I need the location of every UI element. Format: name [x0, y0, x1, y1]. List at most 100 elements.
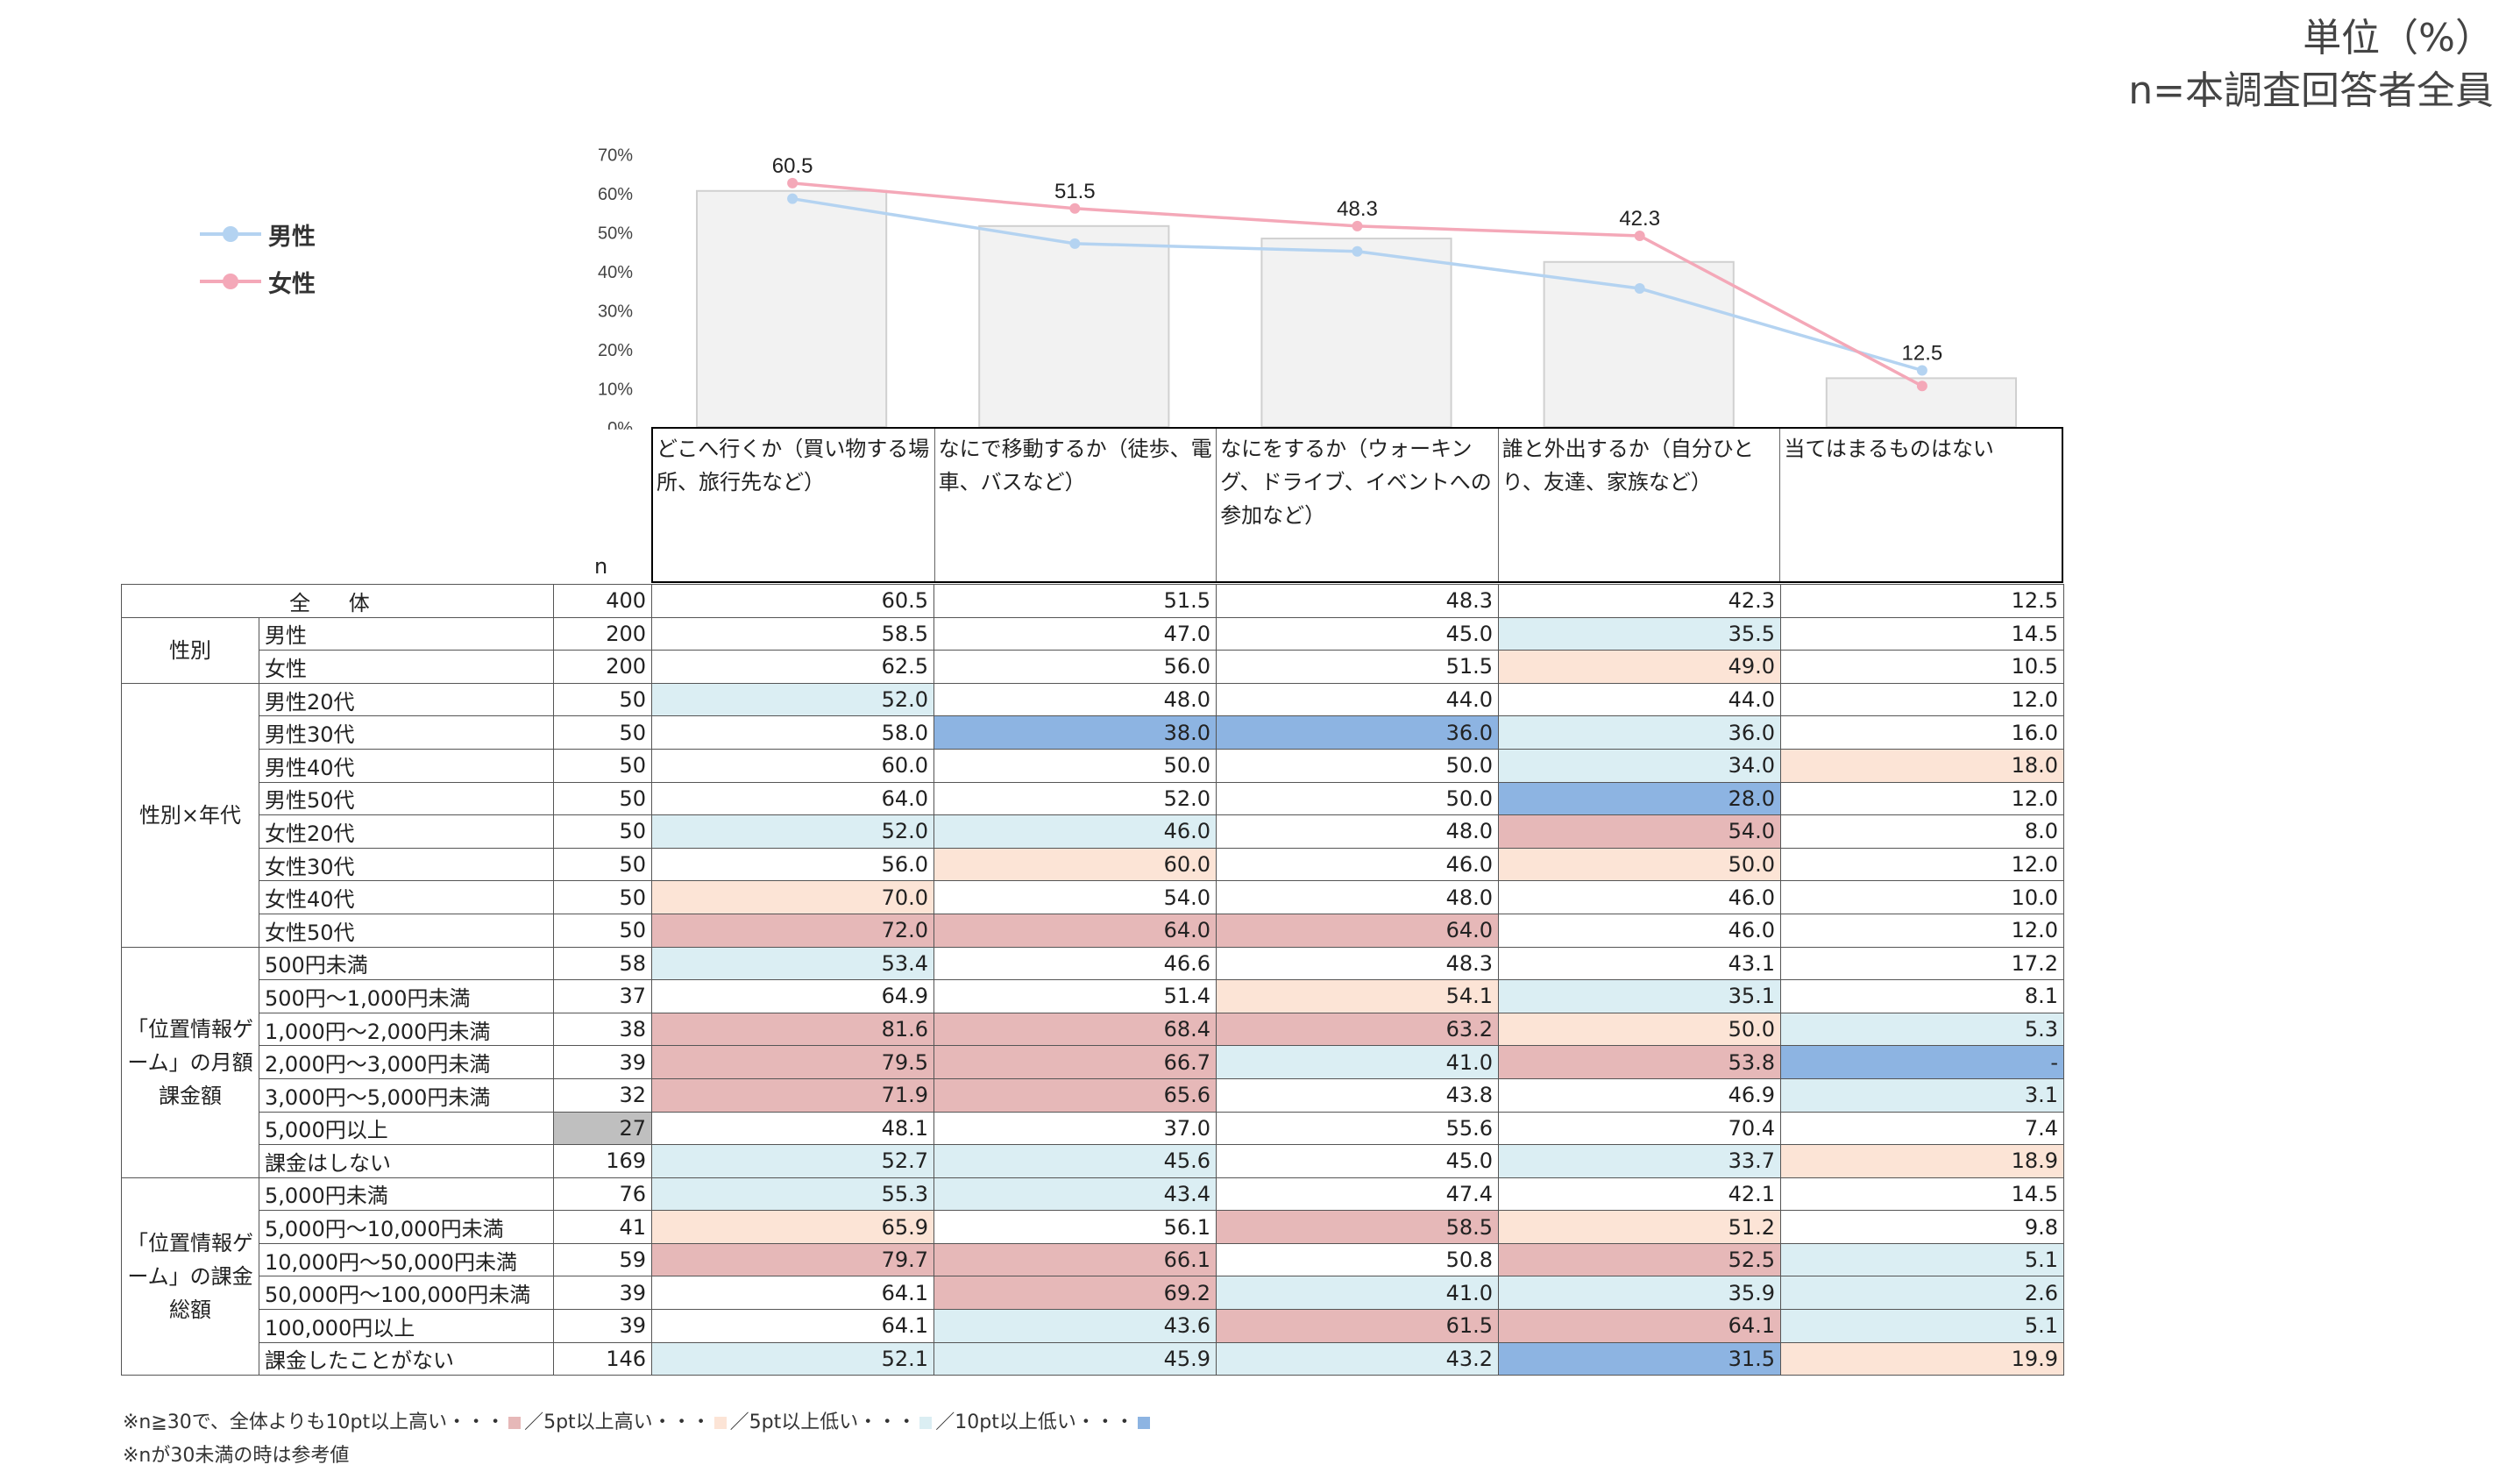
swatch-hi10 — [508, 1417, 522, 1429]
value-cell: 58.5 — [651, 616, 934, 651]
value-cell: 12.0 — [1780, 781, 2064, 816]
row-label: 課金はしない — [259, 1144, 554, 1178]
value-cell: 43.2 — [1216, 1341, 1499, 1376]
table-row: 性別 男性 200 58.5 47.0 45.0 35.5 14.5 — [121, 616, 2064, 684]
unit-line-1: 単位（%） — [2303, 16, 2494, 60]
group-label: 「位置情報ゲーム」の課金総額 — [121, 1177, 259, 1376]
n-cell: 50 — [553, 913, 652, 948]
n-cell: 58 — [553, 946, 652, 981]
table-row: 5,000円～10,000円未満 41 65.9 56.1 58.5 51.2 9.8 — [122, 1210, 2064, 1244]
n-cell: 39 — [553, 1309, 652, 1343]
unit-label: 単位（%） n=本調査回答者全員 — [2128, 12, 2494, 117]
value-cell: 58.0 — [651, 715, 934, 750]
value-cell: 50.0 — [1498, 847, 1781, 882]
value-cell: 31.5 — [1498, 1341, 1781, 1376]
value-cell: 14.5 — [1780, 1177, 2064, 1212]
point-male — [1352, 245, 1363, 257]
value-cell: 5.3 — [1780, 1012, 2064, 1047]
value-cell: 48.0 — [1216, 814, 1499, 849]
value-cell: 37.0 — [933, 1111, 1217, 1146]
point-male — [1916, 365, 1927, 376]
value-cell: 51.5 — [933, 584, 1217, 618]
value-cell: 35.5 — [1498, 616, 1781, 651]
n-cell: 76 — [553, 1177, 652, 1212]
n-cell: 32 — [553, 1077, 652, 1113]
value-cell: 64.9 — [651, 979, 934, 1013]
value-cell: 36.0 — [1498, 715, 1781, 750]
n-cell: 39 — [553, 1045, 652, 1079]
value-cell: 51.5 — [1216, 650, 1499, 684]
table-row: 全 体 400 60.5 51.5 48.3 42.3 12.5 — [121, 584, 2064, 618]
value-cell: 43.8 — [1216, 1077, 1499, 1113]
bar — [978, 224, 1170, 429]
value-cell: 45.6 — [933, 1144, 1217, 1178]
value-cell: 64.1 — [651, 1309, 934, 1343]
row-label: 男性20代 — [259, 682, 554, 717]
value-cell: 50.0 — [933, 748, 1217, 783]
value-cell: 19.9 — [1780, 1341, 2064, 1376]
value-cell: 43.1 — [1498, 946, 1781, 981]
value-cell: 55.6 — [1216, 1111, 1499, 1146]
value-cell: 7.4 — [1780, 1111, 2064, 1146]
value-cell: 72.0 — [651, 913, 934, 948]
unit-line-2: n=本調査回答者全員 — [2128, 68, 2494, 113]
y-tick-label: 60% — [598, 185, 633, 204]
value-cell: 41.0 — [1216, 1276, 1499, 1311]
point-male — [1069, 238, 1081, 249]
y-tick-label: 50% — [598, 224, 633, 244]
table-row: 性別×年代 男性20代 50 52.0 48.0 44.0 44.0 12.0 — [121, 682, 2064, 948]
n-header: n — [594, 554, 608, 579]
value-cell: 64.1 — [1498, 1309, 1781, 1343]
n-cell: 200 — [553, 650, 652, 684]
bar — [1260, 238, 1452, 428]
value-cell: 51.2 — [1498, 1210, 1781, 1244]
n-cell: 39 — [553, 1276, 652, 1311]
bar — [696, 189, 888, 428]
y-tick-label: 30% — [598, 302, 633, 322]
value-cell: 65.6 — [933, 1077, 1217, 1113]
value-cell: 46.9 — [1498, 1077, 1781, 1113]
data-label: 42.3 — [1619, 207, 1660, 231]
point-female — [787, 177, 799, 188]
value-cell: 12.0 — [1780, 913, 2064, 948]
row-label-total: 全 体 — [121, 584, 554, 618]
value-cell: 18.0 — [1780, 748, 2064, 783]
question-header-row: どこへ行くか（買い物する場所、旅行先など） なにで移動するか（徒歩、電車、バスな… — [651, 427, 2063, 583]
table-row: 女性40代 50 70.0 54.0 48.0 46.0 10.0 — [122, 880, 2064, 914]
value-cell: 41.0 — [1216, 1045, 1499, 1079]
value-cell: 5.1 — [1780, 1309, 2064, 1343]
value-cell: 70.4 — [1498, 1111, 1781, 1146]
value-cell: 48.0 — [1216, 880, 1499, 914]
value-cell: 42.3 — [1498, 584, 1781, 618]
n-cell: 37 — [553, 979, 652, 1013]
table-row: 「位置情報ゲーム」の月額課金額 500円未満 58 53.4 46.6 48.3 43.1 1… — [121, 946, 2064, 1178]
note-lo5-text: ／5pt以上低い・・・ — [729, 1411, 917, 1433]
value-cell: 64.0 — [933, 913, 1217, 948]
value-cell: 46.6 — [933, 946, 1217, 981]
value-cell: 16.0 — [1780, 715, 2064, 750]
value-cell: 52.0 — [933, 781, 1217, 816]
value-cell: 10.0 — [1780, 880, 2064, 914]
table-row: 女性20代 50 52.0 46.0 48.0 54.0 8.0 — [122, 814, 2064, 849]
value-cell: 53.4 — [651, 946, 934, 981]
value-cell: 61.5 — [1216, 1309, 1499, 1343]
n-cell: 50 — [553, 814, 652, 849]
y-tick-label: 0% — [607, 419, 633, 430]
value-cell: 81.6 — [651, 1012, 934, 1047]
row-label: 10,000円～50,000円未満 — [259, 1242, 554, 1277]
table-row: 100,000円以上 39 64.1 43.6 61.5 64.1 5.1 — [122, 1309, 2064, 1343]
value-cell: 52.7 — [651, 1144, 934, 1178]
n-cell: 50 — [553, 880, 652, 914]
value-cell: 55.3 — [651, 1177, 934, 1212]
table-row: 5,000円以上 27 48.1 37.0 55.6 70.4 7.4 — [122, 1111, 2064, 1146]
value-cell: 43.4 — [933, 1177, 1217, 1212]
n-cell: 38 — [553, 1012, 652, 1047]
value-cell: 69.2 — [933, 1276, 1217, 1311]
row-label: 女性40代 — [259, 880, 554, 914]
value-cell: 34.0 — [1498, 748, 1781, 783]
n-cell: 169 — [553, 1144, 652, 1178]
value-cell: 48.1 — [651, 1111, 934, 1146]
row-label: 3,000円～5,000円未満 — [259, 1077, 554, 1113]
row-label: 5,000円未満 — [259, 1177, 554, 1212]
legend-female-marker — [200, 274, 261, 289]
